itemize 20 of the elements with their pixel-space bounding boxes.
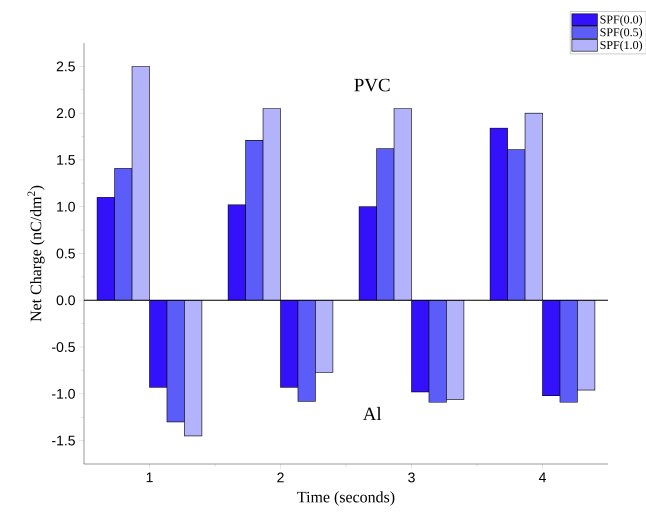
x-tick-label: 3 <box>408 472 415 482</box>
x-tick-label: 2 <box>277 472 284 482</box>
y-tick-label: 1.5 <box>57 155 75 165</box>
legend-label: SPF(1.0) <box>600 40 642 52</box>
y-tick-label: -1.5 <box>52 436 75 446</box>
x-tick-label: 1 <box>146 472 153 482</box>
legend-label: SPF(0.5) <box>600 28 642 39</box>
y-tick-label: -1.0 <box>52 388 75 399</box>
y-tick-label: -0.5 <box>52 342 75 352</box>
x-axis-title: Time (seconds) <box>297 491 394 506</box>
x-tick-label: 4 <box>538 472 546 482</box>
annotation: PVC <box>354 78 390 92</box>
y-tick-label: 1.0 <box>57 202 75 212</box>
y-tick-label: 2.0 <box>56 108 75 118</box>
y-axis-title: Net Charge (nC/dm$^{2}$) <box>28 186 45 322</box>
legend-label: SPF(0.0) <box>600 15 642 26</box>
y-tick-label: 0.5 <box>56 248 75 258</box>
y-tick-label: 2.5 <box>56 61 75 72</box>
y-tick-label: 0.0 <box>56 295 75 306</box>
annotation: Al <box>362 406 382 420</box>
